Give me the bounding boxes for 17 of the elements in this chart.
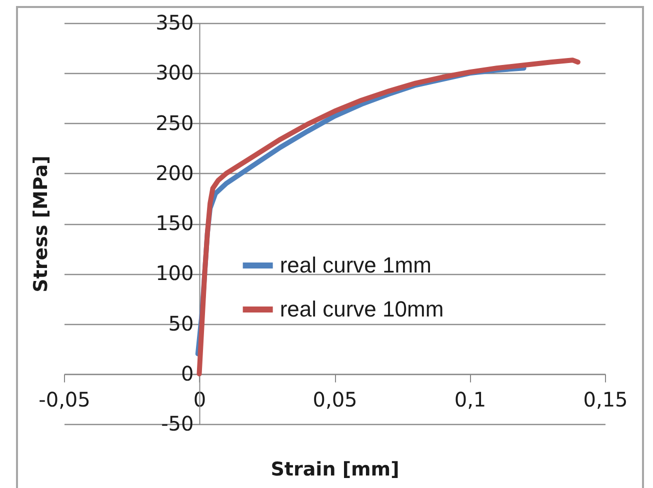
y-tick-label: 250 bbox=[156, 110, 194, 135]
y-tick-label: 300 bbox=[156, 60, 194, 85]
x-tick-label: 0,15 bbox=[583, 387, 628, 412]
legend-label: real curve 1mm bbox=[280, 252, 432, 278]
x-tick-label: 0,1 bbox=[454, 387, 486, 412]
y-tick-label: 50 bbox=[168, 311, 194, 336]
x-tick-label: 0,05 bbox=[312, 387, 358, 412]
y-tick-label: 350 bbox=[156, 10, 194, 34]
y-tick-label: 150 bbox=[156, 211, 194, 235]
x-tick-label: -0,05 bbox=[38, 387, 90, 412]
y-axis-title: Stress [MPa] bbox=[30, 156, 52, 292]
x-axis-title: Strain [mm] bbox=[270, 458, 400, 480]
y-tick-label: 0 bbox=[181, 361, 194, 386]
y-tick-label: -50 bbox=[161, 412, 194, 436]
y-tick-label: 100 bbox=[156, 261, 194, 286]
y-tick-label: 200 bbox=[156, 160, 194, 185]
legend-label: real curve 10mm bbox=[280, 296, 444, 322]
